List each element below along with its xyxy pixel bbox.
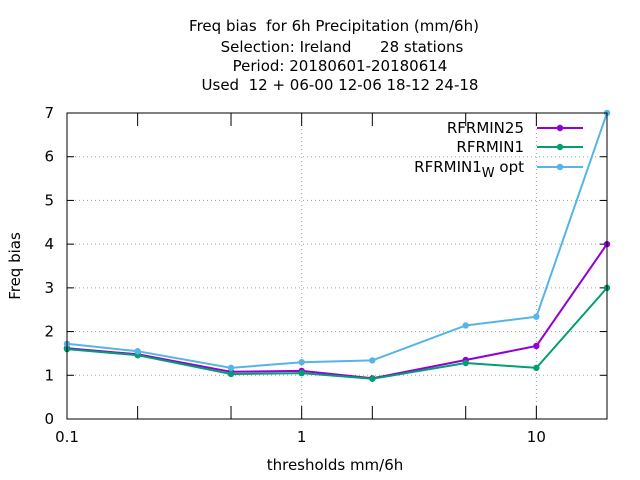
- series-line: [66, 243, 608, 380]
- chart-title: Freq bias for 6h Precipitation (mm/6h) S…: [189, 17, 479, 94]
- data-point: [462, 359, 469, 367]
- y-tick-label: 1: [44, 366, 54, 384]
- legend-entry-2: RFRMIN1: [456, 138, 583, 156]
- x-axis-label: thresholds mm/6h: [267, 456, 404, 474]
- title-line-4: Used 12 + 06-00 12-06 18-12 24-18: [202, 76, 479, 94]
- data-point: [462, 322, 469, 329]
- grid: [67, 113, 607, 419]
- y-axis-label: Freq bias: [6, 232, 24, 300]
- data-point: [533, 364, 540, 372]
- x-tick-label: 0.1: [55, 428, 79, 446]
- data-point: [533, 342, 540, 350]
- data-point: [227, 370, 235, 378]
- y-tick-label: 4: [44, 235, 54, 253]
- legend-entry-3: RFRMIN1W opt: [414, 158, 583, 181]
- data-point: [533, 313, 540, 320]
- data-point: [298, 358, 305, 366]
- title-line-1: Freq bias for 6h Precipitation (mm/6h): [189, 17, 479, 35]
- legend-swatch-marker: [556, 163, 564, 171]
- y-tick-label: 3: [44, 279, 54, 297]
- y-tick-label: 0: [44, 410, 54, 428]
- series-2: [63, 284, 611, 382]
- data-point: [227, 364, 235, 372]
- data-point: [369, 375, 376, 382]
- legend-entry-1: RFRMIN25: [447, 119, 583, 137]
- legend-label: RFRMIN1: [456, 138, 524, 156]
- plot-frame: [66, 112, 608, 420]
- legend-label: RFRMIN1W opt: [414, 158, 524, 181]
- x-tick-label: 10: [527, 428, 546, 446]
- y-tick-label: 6: [44, 148, 54, 166]
- series-line: [66, 112, 608, 369]
- legend-label: RFRMIN25: [447, 119, 524, 137]
- series-line: [66, 287, 608, 380]
- series-3: [63, 109, 611, 372]
- data-point: [298, 369, 305, 377]
- legend-swatch-marker: [556, 124, 564, 132]
- data-point: [134, 348, 141, 355]
- y-tick-label: 2: [44, 323, 54, 341]
- x-tick-label: 1: [297, 428, 307, 446]
- title-line-2: Selection: Ireland 28 stations: [221, 38, 464, 56]
- series-lines: [63, 109, 611, 382]
- data-point: [369, 357, 376, 364]
- y-tick-label: 5: [44, 191, 54, 209]
- title-line-3: Period: 20180601-20180614: [233, 57, 448, 75]
- legend-swatch-marker: [556, 143, 564, 151]
- y-tick-label: 7: [44, 104, 54, 122]
